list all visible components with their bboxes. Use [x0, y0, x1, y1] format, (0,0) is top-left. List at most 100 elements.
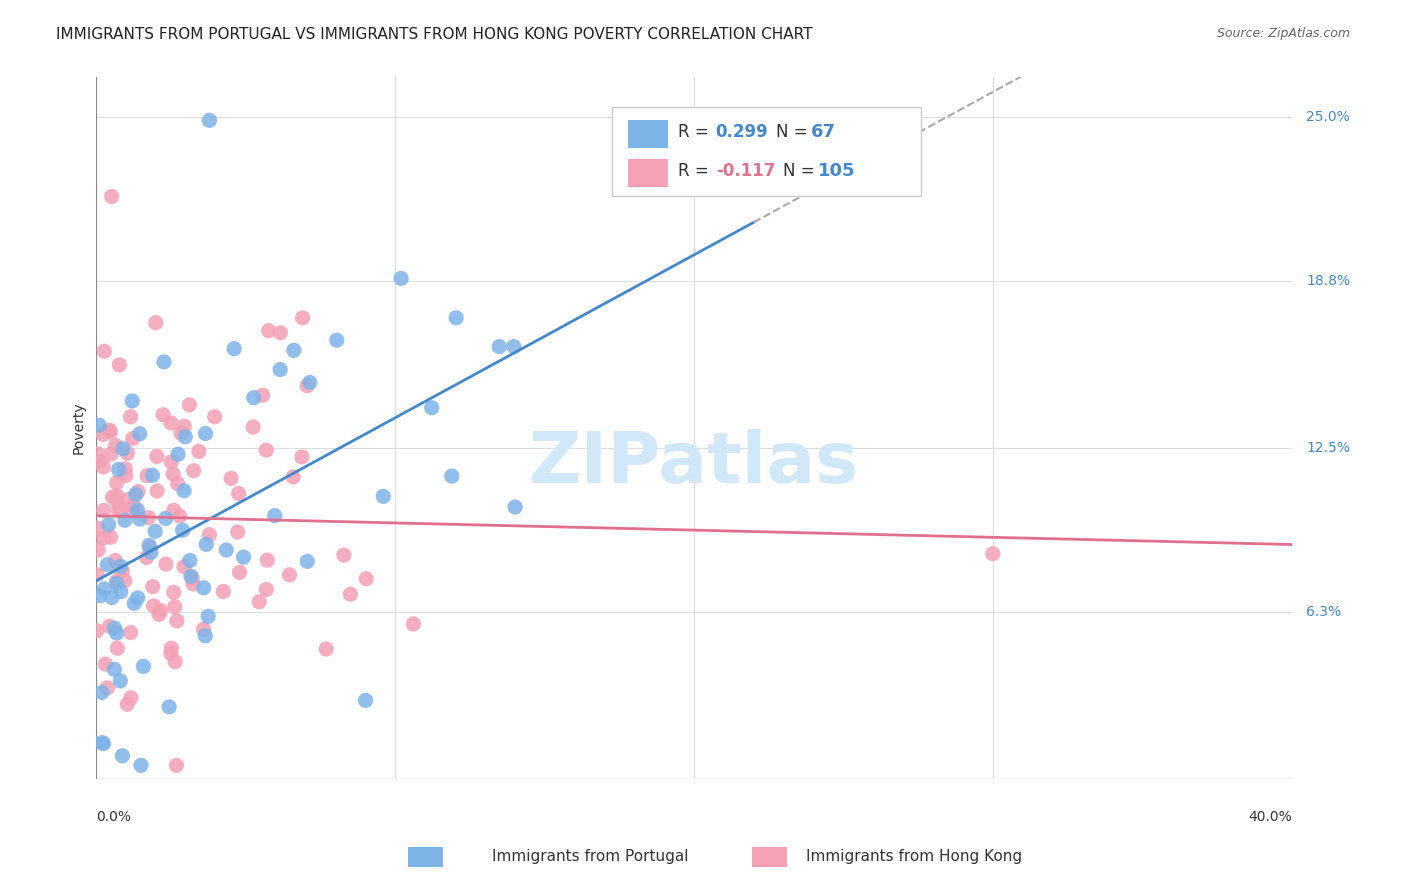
Point: [166, 614, 188, 628]
Text: Immigrants from Portugal: Immigrants from Portugal: [492, 849, 689, 863]
Point: [105, 641, 128, 656]
Point: [103, 621, 125, 635]
Point: [503, 500, 526, 514]
Point: [111, 442, 134, 456]
Point: [153, 355, 176, 369]
Point: [93, 737, 115, 751]
Point: [278, 567, 301, 582]
Point: [197, 609, 219, 624]
Text: IMMIGRANTS FROM PORTUGAL VS IMMIGRANTS FROM HONG KONG POVERTY CORRELATION CHART: IMMIGRANTS FROM PORTUGAL VS IMMIGRANTS F…: [56, 27, 813, 42]
Point: [291, 310, 314, 325]
Point: [180, 569, 202, 583]
Point: [86, 521, 108, 535]
Text: Immigrants from Hong Kong: Immigrants from Hong Kong: [806, 849, 1022, 863]
Point: [166, 476, 188, 491]
Point: [146, 483, 169, 498]
Point: [198, 113, 221, 128]
Point: [157, 699, 180, 714]
Point: [90, 589, 112, 603]
Point: [93, 503, 115, 517]
Point: [194, 629, 217, 643]
Point: [104, 438, 127, 452]
Point: [170, 426, 193, 441]
Point: [91, 427, 114, 442]
Point: [315, 642, 337, 657]
Text: 40.0%: 40.0%: [1249, 810, 1292, 824]
Point: [232, 550, 254, 565]
Point: [103, 662, 125, 676]
Text: 12.5%: 12.5%: [1306, 441, 1350, 455]
Text: 0.299: 0.299: [716, 123, 769, 141]
Point: [298, 376, 321, 390]
Point: [91, 736, 114, 750]
Point: [139, 545, 162, 559]
Point: [148, 607, 170, 622]
Point: [145, 316, 167, 330]
Point: [114, 462, 136, 476]
Point: [110, 502, 132, 516]
Point: [121, 394, 143, 409]
Point: [194, 426, 217, 441]
Point: [212, 584, 235, 599]
Point: [105, 494, 128, 508]
Point: [139, 541, 162, 555]
Point: [181, 571, 204, 585]
Text: 0.0%: 0.0%: [97, 810, 131, 824]
Text: 105: 105: [818, 162, 856, 180]
Point: [87, 542, 110, 557]
Point: [193, 623, 215, 637]
Point: [114, 513, 136, 527]
Point: [120, 690, 142, 705]
Point: [160, 416, 183, 430]
Point: [254, 582, 277, 597]
Point: [187, 444, 209, 458]
Point: [127, 503, 149, 517]
Text: Source: ZipAtlas.com: Source: ZipAtlas.com: [1216, 27, 1350, 40]
Point: [105, 626, 128, 640]
Point: [122, 502, 145, 516]
Point: [173, 419, 195, 434]
Point: [127, 591, 149, 605]
Point: [174, 430, 197, 444]
Point: [120, 409, 142, 424]
Text: 6.3%: 6.3%: [1306, 605, 1341, 619]
Point: [183, 464, 205, 478]
Text: -0.117: -0.117: [716, 162, 775, 180]
Point: [242, 391, 264, 405]
Point: [354, 572, 377, 586]
Point: [172, 523, 194, 537]
Point: [179, 553, 201, 567]
Point: [96, 558, 118, 572]
Point: [100, 189, 122, 203]
Point: [152, 408, 174, 422]
Point: [252, 388, 274, 402]
Point: [226, 524, 249, 539]
Point: [354, 693, 377, 707]
Point: [155, 557, 177, 571]
Point: [193, 581, 215, 595]
Point: [420, 401, 443, 415]
Point: [117, 698, 139, 712]
Point: [440, 469, 463, 483]
Point: [111, 564, 134, 578]
Point: [402, 616, 425, 631]
Point: [104, 553, 127, 567]
Point: [105, 576, 128, 591]
Point: [224, 342, 246, 356]
Point: [98, 619, 121, 633]
Point: [444, 310, 467, 325]
Text: 18.8%: 18.8%: [1306, 274, 1350, 288]
Text: N =: N =: [776, 123, 813, 141]
Point: [135, 550, 157, 565]
Point: [257, 324, 280, 338]
Point: [146, 450, 169, 464]
Point: [179, 398, 201, 412]
Point: [373, 489, 395, 503]
Point: [114, 574, 136, 588]
Text: N =: N =: [783, 162, 820, 180]
Point: [127, 484, 149, 499]
Point: [254, 443, 277, 458]
Point: [138, 538, 160, 552]
Point: [122, 498, 145, 512]
Point: [86, 567, 108, 582]
